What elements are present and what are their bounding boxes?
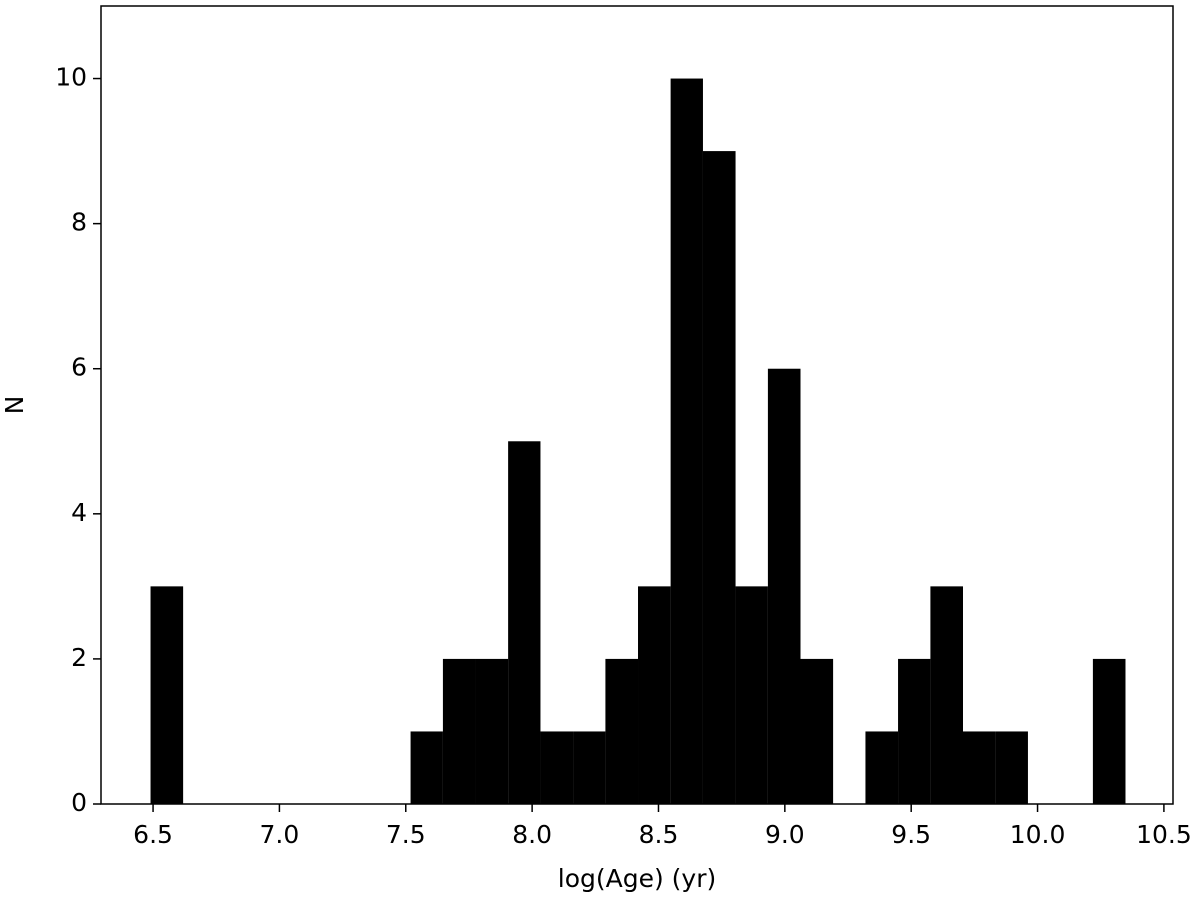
bar bbox=[540, 731, 574, 804]
bar bbox=[702, 151, 736, 804]
bar bbox=[508, 441, 541, 804]
x-axis-label: log(Age) (yr) bbox=[558, 864, 717, 893]
bar bbox=[800, 658, 834, 804]
x-tick-label: 9.5 bbox=[891, 820, 931, 849]
bar bbox=[930, 586, 963, 804]
x-tick-label: 7.5 bbox=[386, 820, 426, 849]
bar bbox=[638, 586, 671, 804]
bar bbox=[475, 658, 509, 804]
plot-frame bbox=[100, 5, 1174, 805]
y-axis-label: N bbox=[0, 396, 29, 415]
x-tick-label: 10.5 bbox=[1136, 820, 1192, 849]
x-tick-label: 8.5 bbox=[639, 820, 679, 849]
bar bbox=[735, 586, 768, 804]
y-tick-label: 0 bbox=[71, 788, 87, 817]
y-tick-label: 10 bbox=[55, 63, 87, 92]
x-tick-label: 6.5 bbox=[133, 820, 173, 849]
x-tick-label: 7.0 bbox=[260, 820, 300, 849]
bar bbox=[865, 731, 899, 804]
y-tick-label: 2 bbox=[71, 643, 87, 672]
bar bbox=[898, 658, 931, 804]
bar bbox=[605, 658, 639, 804]
bar bbox=[995, 731, 1028, 804]
bar bbox=[767, 368, 801, 804]
bar bbox=[670, 78, 703, 804]
y-tick-label: 6 bbox=[71, 353, 87, 382]
bar bbox=[1092, 658, 1126, 804]
x-tick-label: 10.0 bbox=[1010, 820, 1066, 849]
y-tick-label: 8 bbox=[71, 208, 87, 237]
y-tick-label: 4 bbox=[71, 498, 87, 527]
bar bbox=[573, 731, 606, 804]
bar bbox=[962, 731, 996, 804]
bar bbox=[150, 586, 184, 804]
x-tick-label: 8.0 bbox=[512, 820, 552, 849]
bar bbox=[442, 658, 476, 804]
bar bbox=[410, 731, 443, 804]
x-tick-label: 9.0 bbox=[765, 820, 805, 849]
